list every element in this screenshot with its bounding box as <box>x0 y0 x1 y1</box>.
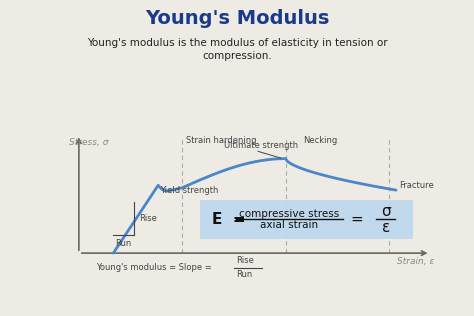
Text: Fracture: Fracture <box>400 181 434 190</box>
Text: Young's Modulus: Young's Modulus <box>145 9 329 28</box>
Text: Rise: Rise <box>139 214 157 223</box>
Text: Strain, ε: Strain, ε <box>397 257 434 266</box>
Text: Run: Run <box>116 239 132 248</box>
FancyBboxPatch shape <box>200 200 413 239</box>
Text: Young's modulus is the modulus of elasticity in tension or
compression.: Young's modulus is the modulus of elasti… <box>87 38 387 61</box>
Text: Run: Run <box>236 270 252 279</box>
Text: Stress, σ: Stress, σ <box>69 138 108 147</box>
Text: compressive stress: compressive stress <box>239 209 339 219</box>
Text: axial strain: axial strain <box>260 220 318 230</box>
Text: =: = <box>350 212 363 227</box>
Text: Yield strength: Yield strength <box>160 186 218 196</box>
Text: Young's modulus = Slope =: Young's modulus = Slope = <box>96 263 214 272</box>
Text: σ: σ <box>381 204 391 219</box>
Text: ε: ε <box>382 220 390 235</box>
Text: Strain hardening: Strain hardening <box>186 136 256 145</box>
Text: Necking: Necking <box>303 136 337 145</box>
Text: Ultimate strength: Ultimate strength <box>224 141 298 150</box>
Text: Rise: Rise <box>236 256 254 265</box>
Text: E  =: E = <box>211 212 245 227</box>
